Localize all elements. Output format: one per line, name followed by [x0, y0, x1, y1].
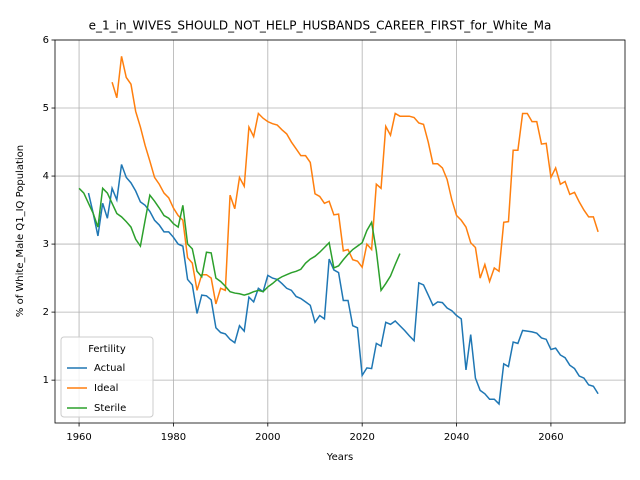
x-tick-label: 1980 [161, 432, 186, 443]
legend-label: Ideal [94, 383, 118, 394]
x-tick-label: 2000 [255, 432, 280, 443]
series-line [111, 56, 599, 305]
y-tick-label: 2 [43, 307, 49, 318]
y-tick-label: 6 [43, 35, 49, 46]
x-tick-label: 2060 [538, 432, 563, 443]
chart-title: e_1_in_WIVES_SHOULD_NOT_HELP_HUSBANDS_CA… [89, 19, 552, 33]
x-axis-label: Years [326, 452, 353, 463]
y-tick-label: 4 [43, 171, 49, 182]
series-line [78, 186, 401, 296]
x-tick-label: 1960 [66, 432, 91, 443]
x-tick-label: 2020 [349, 432, 374, 443]
series-line [87, 164, 599, 406]
legend-box [60, 336, 154, 418]
plot-frame [54, 39, 626, 424]
x-tick-label: 2040 [444, 432, 469, 443]
y-tick-label: 3 [43, 239, 49, 250]
legend: Fertility Actual Ideal Sterile [60, 336, 154, 418]
legend-label: Actual [94, 363, 125, 374]
y-tick-label: 5 [43, 103, 49, 114]
legend-title: Fertility [88, 344, 126, 355]
legend-label: Sterile [94, 403, 126, 414]
y-tick-label: 1 [43, 375, 49, 386]
y-axis-label: % of White_Male Q1_IQ Population [15, 145, 26, 317]
